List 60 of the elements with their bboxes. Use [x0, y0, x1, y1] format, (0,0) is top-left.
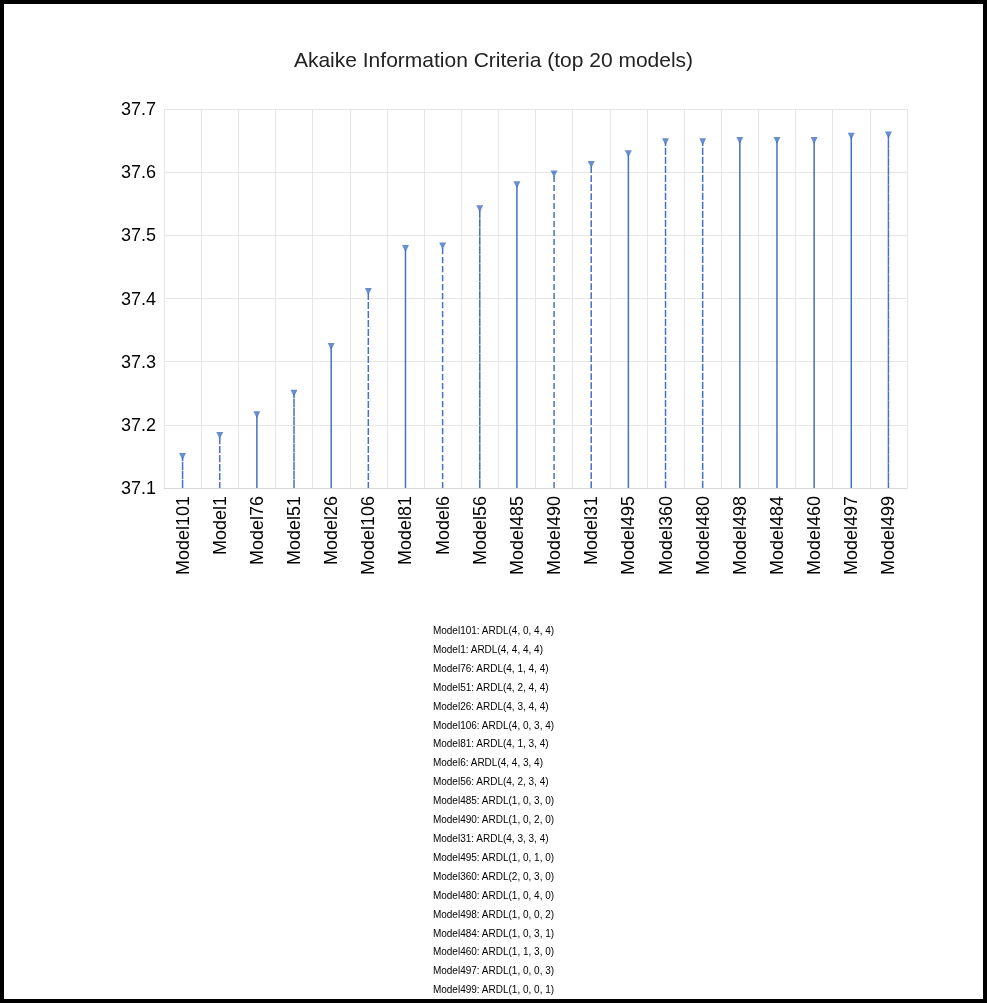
x-tick-label: Model76: [246, 496, 267, 566]
text: Model498: ARDL(1, 0, 0, 2): [432, 907, 555, 922]
text: Model360: ARDL(2, 0, 3, 0): [432, 869, 555, 884]
point: [327, 343, 335, 351]
x-tick-label: Model485: [506, 496, 527, 576]
x-tick-label: Model81: [395, 496, 416, 566]
point: [884, 131, 892, 139]
x-tick-label: Model56: [469, 496, 490, 566]
text: Model499: ARDL(1, 0, 0, 1): [432, 983, 555, 998]
x-tick-label: Model360: [655, 496, 676, 576]
y-tick-label: 37.5: [120, 225, 156, 246]
x-tick-label: Model498: [729, 496, 750, 576]
chart-title: Akaike Information Criteria (top 20 models): [293, 48, 694, 71]
text: Model485: ARDL(1, 0, 3, 0): [432, 794, 555, 809]
x-tick-label: Model101: [172, 496, 193, 576]
text: Model490: ARDL(1, 0, 2, 0): [432, 813, 555, 828]
y-tick-label: 37.4: [120, 288, 156, 309]
point: [699, 138, 707, 146]
point: [476, 205, 484, 213]
text: Model480: ARDL(1, 0, 4, 0): [432, 888, 555, 903]
x-tick-label: Model497: [841, 496, 862, 576]
point: [810, 137, 818, 145]
text: Model81: ARDL(4, 1, 3, 4): [432, 737, 550, 752]
text: Model497: ARDL(1, 0, 0, 3): [432, 964, 555, 979]
y-tick-label: 37.1: [120, 478, 156, 498]
text: Model6: ARDL(4, 4, 3, 4): [432, 756, 544, 771]
x-tick-label: Model31: [581, 496, 602, 566]
text: Model460: ARDL(1, 1, 3, 0): [432, 945, 555, 960]
x-tick-label: Model51: [284, 496, 305, 566]
text: Model101: ARDL(4, 0, 4, 4): [432, 624, 555, 638]
x-tick-label: Model106: [358, 496, 379, 576]
point: [253, 411, 261, 419]
y-tick-label: 37.2: [120, 414, 156, 435]
x-tick-label: Model26: [321, 496, 342, 566]
text: Model484: ARDL(1, 0, 3, 1): [432, 926, 555, 941]
point: [736, 137, 744, 145]
x-tick-label: Model484: [766, 496, 787, 576]
point: [773, 137, 781, 145]
text: Model1: ARDL(4, 4, 4, 4): [432, 642, 544, 657]
x-tick-label: Model495: [618, 496, 639, 576]
x-tick-label: Model6: [432, 496, 453, 556]
text: Model31: ARDL(4, 3, 3, 4): [432, 831, 550, 846]
text: Model56: ARDL(4, 2, 3, 4): [432, 775, 550, 790]
text: Model26: ARDL(4, 3, 4, 4): [432, 699, 550, 714]
x-tick-label: Model480: [692, 496, 713, 576]
point: [179, 452, 187, 460]
text: Model495: ARDL(1, 0, 1, 0): [432, 850, 555, 865]
y-tick-label: 37.3: [120, 351, 156, 372]
x-tick-label: Model499: [878, 496, 899, 576]
text: Model76: ARDL(4, 1, 4, 4): [432, 661, 550, 676]
point: [290, 389, 298, 397]
point: [624, 150, 632, 158]
x-tick-label: Model460: [804, 496, 825, 576]
text: Model51: ARDL(4, 2, 4, 4): [432, 680, 550, 695]
y-tick-label: 37.6: [120, 162, 156, 183]
x-tick-label: Model490: [544, 496, 565, 576]
text: Model106: ARDL(4, 0, 3, 4): [432, 718, 555, 733]
point: [513, 181, 521, 189]
x-tick-label: Model1: [209, 496, 230, 556]
y-tick-label: 37.7: [120, 99, 156, 119]
